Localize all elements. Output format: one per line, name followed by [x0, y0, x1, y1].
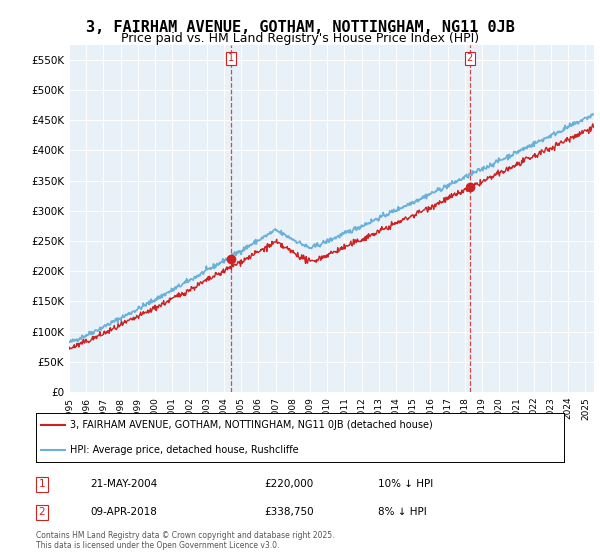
Text: 2: 2 — [466, 54, 473, 63]
Text: 21-MAY-2004: 21-MAY-2004 — [90, 479, 157, 489]
Text: Contains HM Land Registry data © Crown copyright and database right 2025.
This d: Contains HM Land Registry data © Crown c… — [36, 530, 335, 550]
Text: 09-APR-2018: 09-APR-2018 — [90, 507, 157, 517]
Text: 2: 2 — [38, 507, 46, 517]
Text: Price paid vs. HM Land Registry's House Price Index (HPI): Price paid vs. HM Land Registry's House … — [121, 32, 479, 45]
Text: 10% ↓ HPI: 10% ↓ HPI — [378, 479, 433, 489]
Text: 3, FAIRHAM AVENUE, GOTHAM, NOTTINGHAM, NG11 0JB (detached house): 3, FAIRHAM AVENUE, GOTHAM, NOTTINGHAM, N… — [70, 420, 433, 430]
Text: 1: 1 — [38, 479, 46, 489]
Text: 3, FAIRHAM AVENUE, GOTHAM, NOTTINGHAM, NG11 0JB: 3, FAIRHAM AVENUE, GOTHAM, NOTTINGHAM, N… — [86, 20, 514, 35]
Text: HPI: Average price, detached house, Rushcliffe: HPI: Average price, detached house, Rush… — [70, 445, 299, 455]
Text: 1: 1 — [227, 54, 233, 63]
Text: £220,000: £220,000 — [264, 479, 313, 489]
Text: 8% ↓ HPI: 8% ↓ HPI — [378, 507, 427, 517]
Text: £338,750: £338,750 — [264, 507, 314, 517]
